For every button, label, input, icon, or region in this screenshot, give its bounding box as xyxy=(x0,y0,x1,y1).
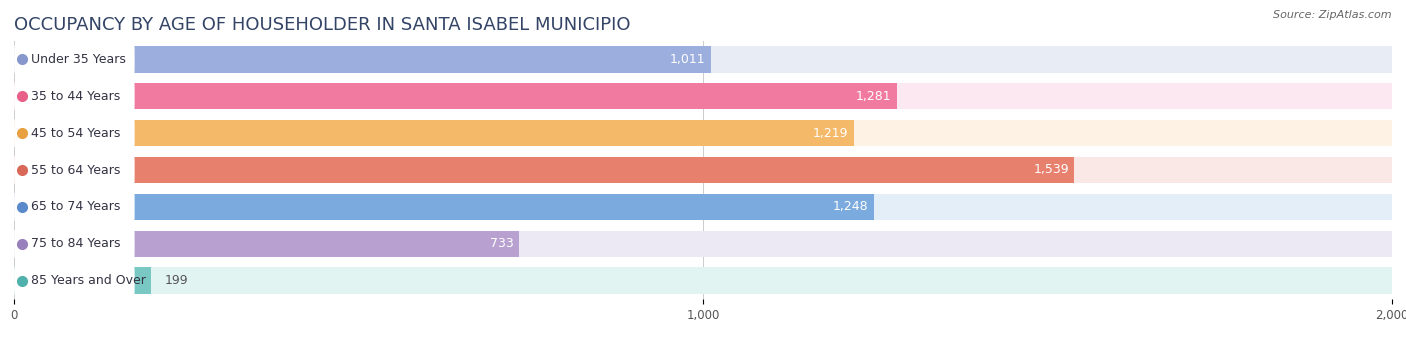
Bar xyxy=(14,193,1392,220)
Text: 85 Years and Over: 85 Years and Over xyxy=(31,274,145,287)
Bar xyxy=(14,268,152,294)
Bar xyxy=(14,268,1392,294)
Text: 1,539: 1,539 xyxy=(1033,164,1069,176)
Text: 45 to 54 Years: 45 to 54 Years xyxy=(31,126,120,140)
Text: 1,219: 1,219 xyxy=(813,126,848,140)
Bar xyxy=(14,46,1392,72)
Text: Source: ZipAtlas.com: Source: ZipAtlas.com xyxy=(1274,10,1392,20)
Bar xyxy=(14,83,1392,109)
Text: 35 to 44 Years: 35 to 44 Years xyxy=(31,90,120,103)
FancyBboxPatch shape xyxy=(14,45,135,73)
Text: OCCUPANCY BY AGE OF HOUSEHOLDER IN SANTA ISABEL MUNICIPIO: OCCUPANCY BY AGE OF HOUSEHOLDER IN SANTA… xyxy=(14,16,630,34)
Bar xyxy=(14,83,897,109)
Text: 65 to 74 Years: 65 to 74 Years xyxy=(31,200,120,214)
FancyBboxPatch shape xyxy=(14,119,135,147)
Bar xyxy=(14,46,710,72)
Text: 55 to 64 Years: 55 to 64 Years xyxy=(31,164,120,176)
FancyBboxPatch shape xyxy=(14,267,135,295)
FancyBboxPatch shape xyxy=(14,156,135,184)
FancyBboxPatch shape xyxy=(14,82,135,110)
Bar xyxy=(14,231,1392,257)
Bar xyxy=(14,120,1392,147)
Text: 1,281: 1,281 xyxy=(855,90,891,103)
Text: Under 35 Years: Under 35 Years xyxy=(31,53,125,66)
Bar xyxy=(14,120,853,147)
FancyBboxPatch shape xyxy=(14,193,135,221)
Bar xyxy=(14,157,1074,183)
FancyBboxPatch shape xyxy=(14,230,135,258)
Bar xyxy=(14,157,1392,183)
Text: 199: 199 xyxy=(165,274,188,287)
Text: 75 to 84 Years: 75 to 84 Years xyxy=(31,237,120,250)
Text: 1,248: 1,248 xyxy=(832,200,869,214)
Text: 1,011: 1,011 xyxy=(669,53,704,66)
Bar xyxy=(14,231,519,257)
Text: 733: 733 xyxy=(489,237,513,250)
Bar xyxy=(14,193,875,220)
